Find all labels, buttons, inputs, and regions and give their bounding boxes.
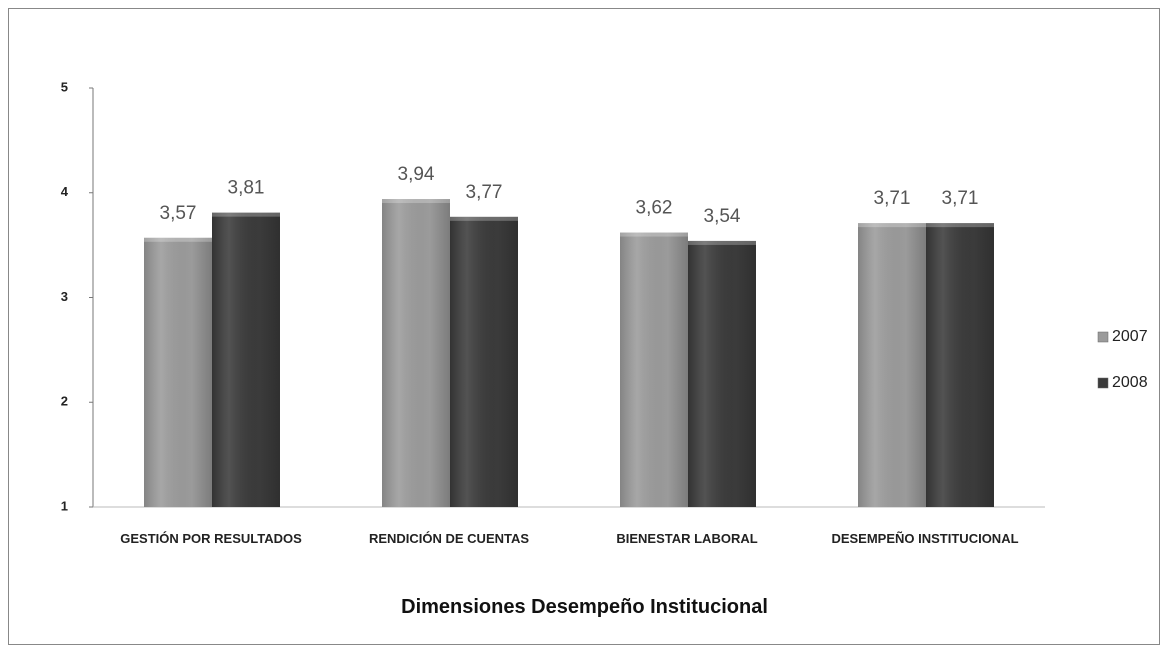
y-tick-label: 1: [61, 498, 68, 513]
value-label: 3,71: [874, 188, 911, 209]
value-label: 3,81: [228, 178, 265, 199]
legend-swatch: [1097, 331, 1109, 343]
bar-shade: [926, 223, 994, 507]
value-label: 3,62: [636, 198, 673, 219]
value-label: 3,57: [160, 203, 197, 224]
bar-cap: [858, 223, 926, 228]
legend-label: 2008: [1112, 374, 1148, 391]
bar-shade: [382, 199, 450, 507]
value-label: 3,54: [704, 206, 741, 227]
x-tick-label: BIENESTAR LABORAL: [616, 531, 758, 546]
bar-cap: [450, 216, 518, 221]
bar-cap: [926, 223, 994, 228]
bar-shade: [620, 232, 688, 507]
value-label: 3,71: [942, 188, 979, 209]
value-label: 3,94: [398, 164, 435, 185]
bar-shade: [450, 216, 518, 507]
bar-cap: [382, 199, 450, 204]
bar-cap: [688, 240, 756, 245]
bar-cap: [620, 232, 688, 237]
y-tick-label: 5: [61, 79, 68, 94]
bar-shade: [858, 223, 926, 507]
legend-label: 2007: [1112, 328, 1148, 345]
bar-cap: [144, 237, 212, 242]
value-label: 3,77: [466, 182, 503, 203]
y-tick-label: 4: [61, 184, 69, 199]
bar-shade: [212, 212, 280, 507]
legend-swatch: [1097, 377, 1109, 389]
bar-cap: [212, 212, 280, 217]
x-tick-label: GESTIÓN POR RESULTADOS: [120, 531, 302, 546]
x-tick-label: DESEMPEÑO INSTITUCIONAL: [831, 531, 1019, 546]
y-tick-label: 2: [61, 394, 68, 409]
x-tick-label: RENDICIÓN DE CUENTAS: [368, 531, 530, 546]
y-tick-label: 3: [61, 289, 68, 304]
bar-shade: [688, 240, 756, 507]
bar-shade: [144, 237, 212, 508]
x-axis-label: Dimensiones Desempeño Institucional: [401, 596, 768, 618]
